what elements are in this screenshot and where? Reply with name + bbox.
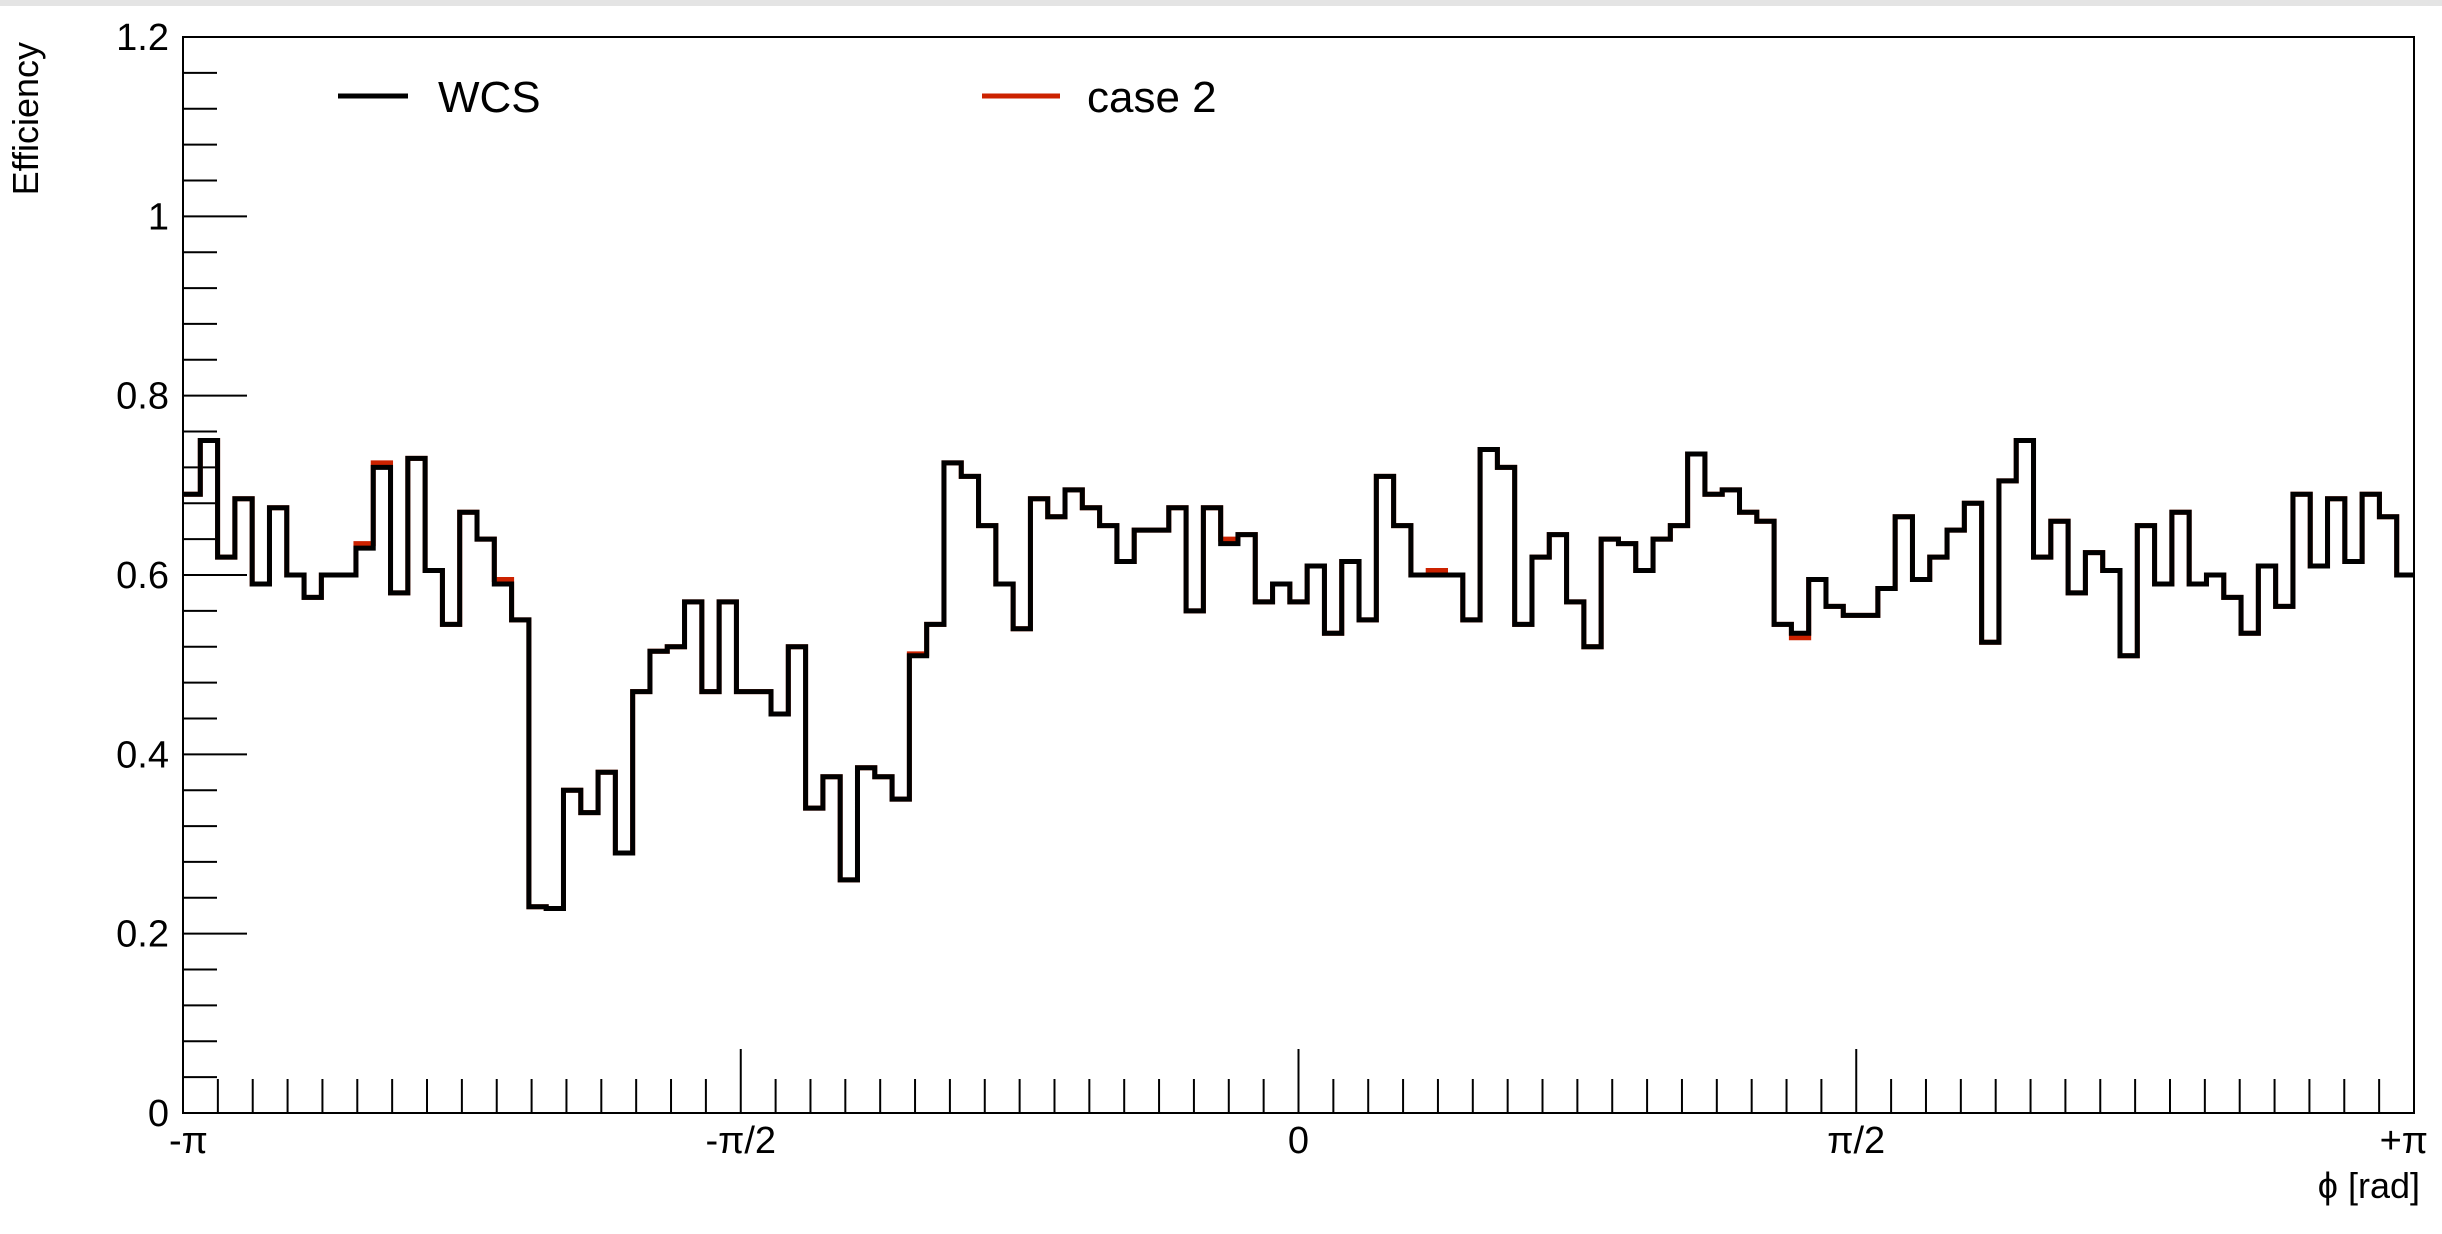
y-tick-label: 0 — [148, 1093, 169, 1135]
y-tick-label: 0.6 — [116, 555, 169, 597]
y-tick-label: 0.4 — [116, 734, 169, 776]
y-tick-label: 1.2 — [116, 17, 169, 59]
y-tick-label: 0.2 — [116, 914, 169, 956]
plot-frame-group — [182, 36, 2415, 1114]
series-line-1 — [183, 438, 2414, 912]
legend-label-0: WCS — [438, 73, 541, 122]
plot-frame — [182, 36, 2415, 1114]
y-axis-ticks: 0 0.2 0.4 0.6 0.8 1 1.2 — [116, 17, 247, 1135]
y-tick-label: 0.8 — [116, 376, 169, 418]
x-tick-label: -π — [169, 1120, 208, 1162]
legend-label-1: case 2 — [1087, 73, 1217, 122]
x-tick-label: π/2 — [1827, 1120, 1885, 1162]
x-tick-label: 0 — [1288, 1120, 1309, 1162]
x-tick-label: +π — [2380, 1120, 2428, 1162]
y-axis-label: Efficiency — [5, 42, 46, 195]
top-border — [0, 0, 2442, 6]
legend: WCS case 2 — [338, 73, 1217, 122]
x-axis-label: ϕ [rad] — [2318, 1165, 2420, 1206]
x-tick-label: -π/2 — [705, 1120, 776, 1162]
x-axis-ticks: -π -π/2 0 π/2 +π — [169, 1049, 2428, 1162]
y-tick-label: 1 — [148, 196, 169, 238]
series-line-0 — [183, 438, 2414, 912]
series-group — [183, 438, 2414, 912]
